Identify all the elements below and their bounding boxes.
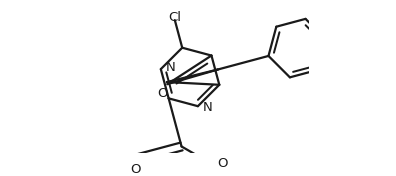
Text: Cl: Cl xyxy=(168,11,181,24)
Text: O: O xyxy=(217,157,227,170)
Text: N: N xyxy=(203,101,212,114)
Text: O: O xyxy=(131,164,141,176)
Text: N: N xyxy=(166,61,175,74)
Text: O: O xyxy=(158,87,168,100)
